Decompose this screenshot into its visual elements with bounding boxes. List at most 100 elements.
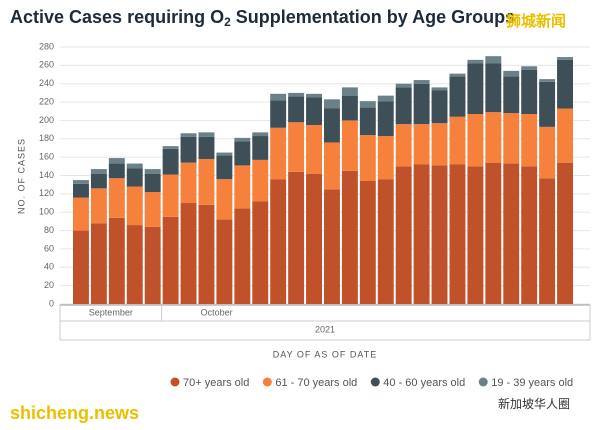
watermark: shicheng.news	[10, 403, 139, 423]
bar-segment	[234, 137, 251, 142]
x-axis-label: DAY OF AS OF DATE	[273, 349, 378, 359]
bar-segment	[485, 162, 502, 304]
bar-segment	[180, 162, 197, 204]
bar-segment	[503, 113, 520, 164]
bar-segment	[324, 108, 340, 143]
bar-segment	[270, 100, 287, 128]
bar-segment	[341, 87, 358, 96]
bar-segment	[377, 136, 394, 180]
bar-segment	[395, 83, 412, 88]
bar-segment	[252, 136, 269, 160]
title-part: Active Cases requiring O	[10, 7, 224, 27]
year-label: 2021	[315, 324, 335, 334]
bar-segment	[539, 126, 556, 179]
y-tick-label: 60	[44, 243, 54, 253]
bar-segment	[359, 135, 376, 182]
legend-swatch	[370, 377, 380, 387]
bar-segment	[449, 164, 466, 304]
bar-segment	[73, 183, 89, 198]
bar-segment	[485, 112, 502, 163]
y-tick-label: 100	[39, 207, 54, 217]
bar-segment	[90, 173, 107, 189]
bar-segment	[73, 180, 89, 184]
bar-segment	[413, 80, 430, 84]
bar-segment	[324, 189, 340, 304]
legend-label: 70+ years old	[183, 377, 249, 389]
bar-segment	[198, 158, 215, 205]
bar-segment	[144, 169, 161, 174]
legend-label: 40 - 60 years old	[383, 377, 465, 389]
bar-segment	[288, 96, 305, 123]
y-tick-label: 40	[44, 262, 54, 272]
bar-segment	[270, 93, 287, 101]
bar-segment	[557, 108, 573, 163]
bar-segment	[449, 73, 466, 77]
legend-swatch	[170, 377, 180, 387]
bar-segment	[539, 81, 556, 127]
y-tick-label: 20	[44, 280, 54, 290]
bar-segment	[521, 114, 538, 167]
bar-segment	[73, 230, 89, 304]
chart-title: Active Cases requiring O2 Supplementatio…	[10, 7, 515, 29]
y-tick-label: 220	[39, 96, 54, 106]
bar-segment	[162, 148, 179, 175]
bar-segment	[126, 168, 143, 187]
bar-segment	[108, 217, 125, 304]
bar-segment	[485, 56, 502, 64]
bar-segment	[144, 192, 161, 227]
bar-segment	[503, 70, 520, 77]
bar-segment	[539, 79, 556, 82]
bar-segment	[216, 179, 233, 220]
bar-segment	[288, 92, 305, 97]
bar-segment	[467, 166, 484, 304]
month-label: September	[89, 307, 133, 317]
bar-segment	[557, 59, 573, 109]
bar-segment	[252, 159, 269, 202]
bar-segment	[521, 69, 538, 115]
bar-segment	[395, 166, 412, 304]
bar-segment	[90, 223, 107, 304]
bar-segment	[108, 178, 125, 218]
bar-segment	[431, 165, 448, 304]
bar-segment	[90, 169, 107, 174]
y-tick-label: 240	[39, 78, 54, 88]
bar-segment	[126, 163, 143, 169]
y-tick-label: 280	[39, 41, 54, 51]
bar-segment	[521, 166, 538, 304]
legend-label: 19 - 39 years old	[491, 377, 573, 389]
bar-segment	[162, 216, 179, 304]
bar-segment	[198, 204, 215, 304]
bar-segment	[324, 142, 340, 190]
bar-segment	[377, 179, 394, 304]
bar-segment	[467, 59, 484, 64]
bar-segment	[270, 179, 287, 304]
bar-segment	[90, 188, 107, 224]
y-tick-label: 200	[39, 115, 54, 125]
bar-segment	[557, 162, 573, 304]
bar-segment	[341, 95, 358, 121]
bar-segment	[557, 57, 573, 60]
bar-segment	[198, 132, 215, 137]
bar-segment	[288, 171, 305, 304]
bar-segment	[180, 136, 197, 163]
bar-segment	[395, 87, 412, 125]
bar-segment	[503, 76, 520, 114]
bar-segment	[503, 163, 520, 304]
bar-segment	[341, 170, 358, 304]
bar-segment	[234, 165, 251, 209]
bar-segment	[180, 133, 197, 137]
y-tick-label: 180	[39, 133, 54, 143]
bar-segment	[108, 163, 125, 179]
bar-segment	[341, 120, 358, 171]
bar-segment	[270, 127, 287, 180]
bar-segment	[234, 208, 251, 304]
bar-segment	[324, 99, 340, 109]
bar-segment	[359, 181, 376, 304]
y-tick-label: 120	[39, 188, 54, 198]
bar-segment	[467, 114, 484, 167]
title-part: Supplementation by Age Groups	[231, 7, 515, 27]
bar-segment	[108, 158, 125, 164]
bar-segment	[413, 83, 430, 125]
watermark: 新加坡华人圈	[498, 396, 570, 411]
